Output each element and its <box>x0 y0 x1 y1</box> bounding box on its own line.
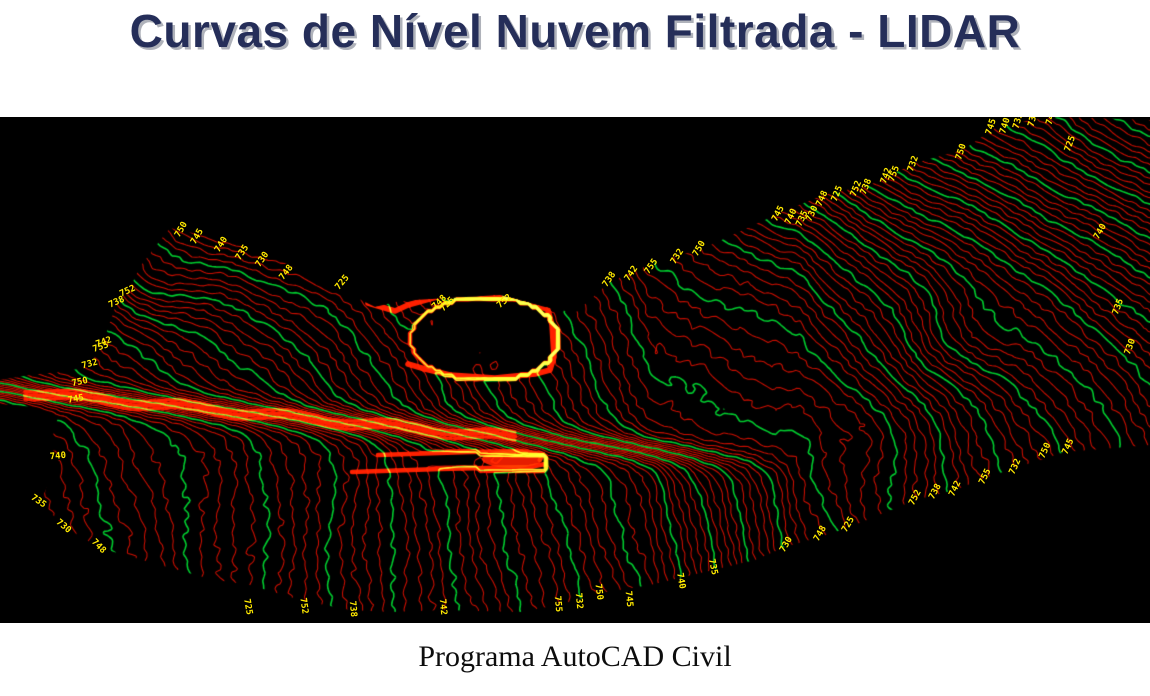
slide-title: Curvas de Nível Nuvem Filtrada - LIDAR <box>129 5 1021 57</box>
map-caption: Programa AutoCAD Civil <box>418 640 732 673</box>
contour-map-canvas <box>0 117 1150 623</box>
contour-map: 750 745 740 735 730 748 725 752 738 742 755 732 750 7… <box>0 117 1150 623</box>
